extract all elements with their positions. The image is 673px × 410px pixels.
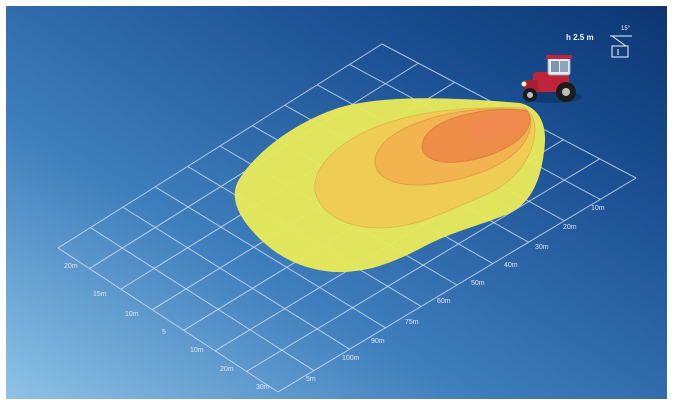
axis-left-labels: 20m 15m 10m 5 10m 20m 30m	[64, 263, 270, 391]
axis-right-label: 100m	[342, 355, 360, 362]
axis-left-label: 10m	[125, 311, 139, 318]
axis-left-label: 5	[162, 329, 166, 336]
grid-line-longitudinal	[57, 43, 383, 249]
mount-annotation: h 2.5 m 15°	[566, 26, 632, 58]
axis-right-label: 60m	[437, 298, 451, 305]
tractor-icon	[521, 55, 582, 103]
axis-left-label: 20m	[64, 263, 78, 270]
axis-left-label: 10m	[190, 347, 204, 354]
axis-right-label: 40m	[504, 262, 518, 269]
axis-left-label: 20m	[220, 366, 234, 373]
grid-line-lateral	[57, 247, 279, 393]
axis-right-label: 90m	[371, 338, 385, 345]
grid-line-lateral	[90, 227, 315, 372]
grid-line-longitudinal	[246, 158, 600, 372]
grid-line-lateral	[154, 186, 386, 329]
axis-left-label: 30m	[256, 384, 270, 391]
axis-right-label: 5m	[306, 376, 316, 383]
grid-line-lateral	[122, 206, 350, 350]
axis-right-label: 50m	[471, 280, 485, 287]
axis-right-label: 30m	[535, 244, 549, 251]
axis-right-label: 10m	[591, 205, 605, 212]
grid-line-longitudinal	[277, 177, 637, 393]
work-light-icon	[521, 81, 527, 87]
axis-right-label: 75m	[405, 319, 419, 326]
mount-height-label: h 2.5 m	[566, 33, 594, 42]
mount-angle-label: 15°	[621, 26, 631, 32]
light-fixture-icon	[611, 45, 629, 58]
axis-left-label: 15m	[93, 291, 107, 298]
light-zone-core	[468, 111, 529, 140]
axis-right-label: 20m	[563, 224, 577, 231]
tractor-cab-window	[551, 61, 559, 72]
axis-right-labels: 5m 100m 90m 75m 60m 50m 40m 30m 20m 10m	[306, 205, 605, 383]
